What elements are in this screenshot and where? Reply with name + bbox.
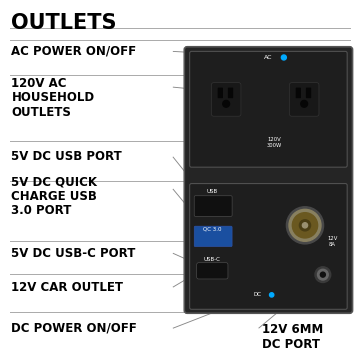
Text: AC: AC xyxy=(264,55,273,60)
Circle shape xyxy=(301,100,307,107)
Text: 5V DC USB PORT: 5V DC USB PORT xyxy=(12,150,122,163)
FancyBboxPatch shape xyxy=(306,87,311,98)
Text: 12V
8A: 12V 8A xyxy=(328,237,338,247)
Text: 120V
300W: 120V 300W xyxy=(266,137,282,148)
Circle shape xyxy=(318,269,328,280)
FancyBboxPatch shape xyxy=(289,83,319,116)
Text: USB-C: USB-C xyxy=(204,257,221,262)
Circle shape xyxy=(300,220,311,231)
FancyBboxPatch shape xyxy=(296,87,301,98)
Text: 12V 6MM
DC PORT: 12V 6MM DC PORT xyxy=(262,323,323,351)
FancyBboxPatch shape xyxy=(211,83,241,116)
Circle shape xyxy=(289,210,321,241)
Circle shape xyxy=(292,213,318,238)
FancyBboxPatch shape xyxy=(218,87,223,98)
FancyBboxPatch shape xyxy=(194,226,232,247)
Text: DC POWER ON/OFF: DC POWER ON/OFF xyxy=(12,322,137,335)
FancyBboxPatch shape xyxy=(184,47,352,313)
Circle shape xyxy=(320,272,325,277)
Text: OUTLETS: OUTLETS xyxy=(12,13,117,33)
Text: 120V AC
HOUSEHOLD
OUTLETS: 120V AC HOUSEHOLD OUTLETS xyxy=(12,77,95,119)
Text: USB: USB xyxy=(207,189,218,194)
Text: 12V CAR OUTLET: 12V CAR OUTLET xyxy=(12,281,123,294)
Text: QC 3.0: QC 3.0 xyxy=(203,226,222,231)
Text: 5V DC QUICK
CHARGE USB
3.0 PORT: 5V DC QUICK CHARGE USB 3.0 PORT xyxy=(12,175,98,217)
Text: 5V DC USB-C PORT: 5V DC USB-C PORT xyxy=(12,247,136,260)
FancyBboxPatch shape xyxy=(190,51,347,167)
FancyBboxPatch shape xyxy=(194,196,232,216)
Text: DC: DC xyxy=(254,292,262,297)
Circle shape xyxy=(282,55,286,60)
Circle shape xyxy=(315,267,331,283)
Circle shape xyxy=(287,207,324,244)
FancyBboxPatch shape xyxy=(197,263,228,279)
Text: AC POWER ON/OFF: AC POWER ON/OFF xyxy=(12,45,136,58)
Circle shape xyxy=(302,223,307,228)
Circle shape xyxy=(223,100,230,107)
FancyBboxPatch shape xyxy=(190,184,347,309)
Circle shape xyxy=(270,293,274,297)
FancyBboxPatch shape xyxy=(228,87,233,98)
